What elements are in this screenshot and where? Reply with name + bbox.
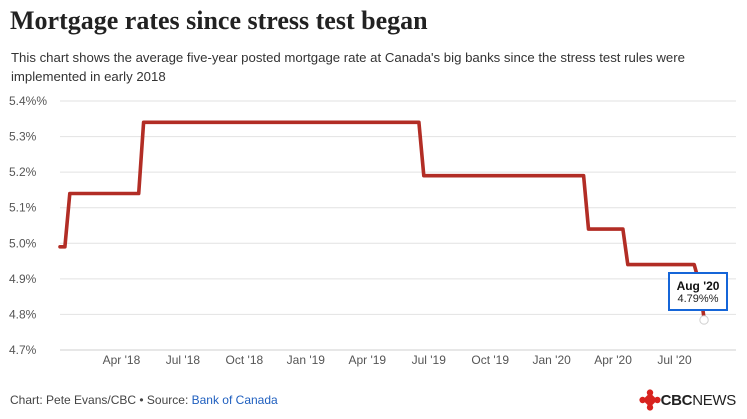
y-tick-label: 5.3%: [9, 130, 37, 144]
y-tick-label: 4.9%: [9, 272, 37, 286]
y-tick-label: 4.7%: [9, 343, 37, 357]
x-tick-label: Jul '20: [657, 353, 692, 367]
y-tick-label: 4.8%: [9, 307, 37, 321]
line-chart: 4.7% 4.8% 4.9% 5.0% 5.1% 5.2% 5.3% 5.4%% Apr '1…: [9, 94, 736, 367]
source-link[interactable]: Bank of Canada: [191, 393, 278, 407]
x-tick-label: Apr '20: [594, 353, 632, 367]
chart-subtitle: This chart shows the average five-year p…: [11, 50, 685, 84]
x-tick-label: Jul '18: [166, 353, 201, 367]
x-tick-label: Oct '19: [471, 353, 509, 367]
x-tick-label: Oct '18: [226, 353, 264, 367]
x-tick-label: Jan '20: [532, 353, 571, 367]
x-tick-label: Apr '18: [103, 353, 141, 367]
chart-credit: Chart: Pete Evans/CBC • Source:: [10, 393, 192, 407]
x-tick-label: Jul '19: [412, 353, 447, 367]
y-tick-label: 5.1%: [9, 201, 37, 215]
highlight-point[interactable]: [699, 315, 709, 325]
series-line: [58, 120, 706, 320]
cbc-gem-icon: [638, 389, 661, 411]
x-tick-label: Apr '19: [348, 353, 386, 367]
tooltip-value: 4.79%%: [677, 293, 719, 305]
x-tick-label: Jan '19: [287, 353, 326, 367]
chart-footer: Chart: Pete Evans/CBC • Source: Bank of …: [10, 393, 278, 407]
y-tick-label: 5.0%: [9, 236, 37, 250]
y-tick-label: 5.4%%: [9, 94, 47, 108]
tooltip-date: Aug '20: [676, 279, 720, 293]
y-tick-label: 5.2%: [9, 165, 37, 179]
data-tooltip: Aug '20 4.79%%: [668, 272, 728, 311]
chart-title: Mortgage rates since stress test began: [10, 6, 428, 35]
logo-wordmark: CBCNEWS: [660, 391, 737, 409]
cbc-news-logo: CBCNEWS: [638, 388, 737, 412]
